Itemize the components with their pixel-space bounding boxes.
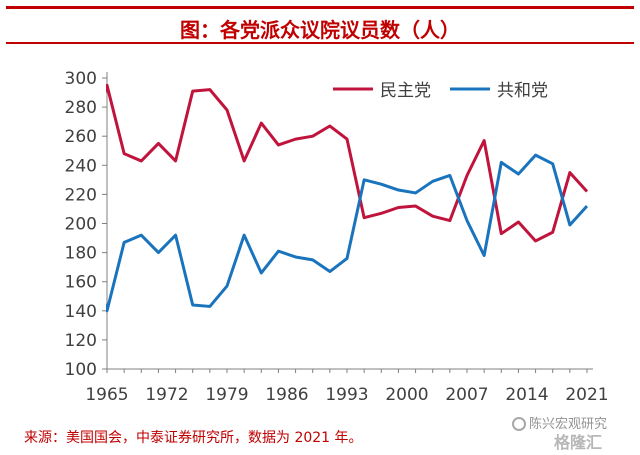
y-tick-label: 220 [65, 185, 97, 205]
watermark-brand: 格隆汇 [554, 433, 603, 452]
title-bar: 图：各党派众议院议员数（人） [6, 6, 634, 44]
y-tick-label: 140 [65, 302, 97, 322]
x-tick-label: 1986 [265, 385, 308, 405]
source-note: 来源：美国国会，中泰证券研究所，数据为 2021 年。 [24, 430, 363, 446]
y-tick-label: 300 [65, 69, 97, 89]
x-tick-label: 2000 [385, 385, 428, 405]
y-tick-label: 100 [65, 360, 97, 380]
wechat-icon [512, 417, 526, 431]
legend-label-democrat: 民主党 [380, 81, 431, 101]
y-tick-label: 260 [65, 127, 97, 147]
x-tick-label: 2014 [505, 385, 548, 405]
chart-title: 图：各党派众议院议员数（人） [180, 18, 460, 42]
x-tick-label: 1965 [85, 385, 128, 405]
series-line-republican [106, 153, 588, 313]
series-line-democrat [106, 83, 588, 243]
x-tick-label: 1979 [205, 385, 248, 405]
watermark-text: 陈兴宏观研究 [529, 417, 608, 432]
y-tick-label: 160 [65, 273, 97, 293]
x-tick-label: 2007 [445, 385, 488, 405]
x-tick-label: 1993 [325, 385, 368, 405]
watermark: 陈兴宏观研究 [512, 413, 607, 432]
y-tick-label: 240 [65, 156, 97, 176]
legend-label-republican: 共和党 [497, 81, 548, 101]
x-tick-label: 1972 [145, 385, 188, 405]
y-tick-label: 120 [65, 331, 97, 351]
y-tick-label: 180 [65, 244, 97, 264]
y-tick-label: 200 [65, 215, 97, 235]
y-tick-label: 280 [65, 98, 97, 118]
x-tick-label: 2021 [565, 385, 608, 405]
